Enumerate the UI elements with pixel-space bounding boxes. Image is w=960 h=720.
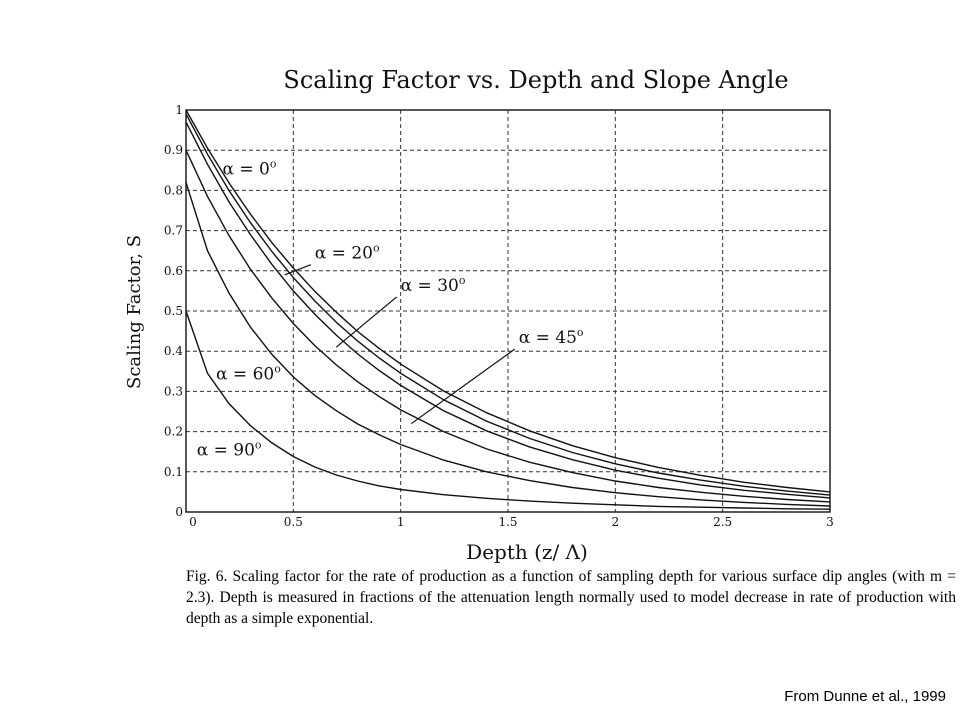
series-label: α = 30o (335, 274, 466, 348)
grid (186, 110, 830, 512)
x-tick-labels: 0 0.5 1 1.5 2 2.5 3 (189, 515, 834, 529)
y-tick-label: 0.8 (164, 183, 183, 197)
x-axis-label: Depth (z/ Λ) (466, 540, 588, 564)
figure-caption: Fig. 6. Scaling factor for the rate of p… (186, 568, 956, 627)
y-tick-label: 0.5 (164, 304, 183, 318)
series-label: α = 0o (222, 157, 276, 179)
x-tick-label: 1 (397, 515, 405, 529)
series-line (185, 113, 831, 496)
series-label-text: α = 45o (519, 326, 584, 348)
label-leader-line (335, 296, 398, 348)
x-tick-label: 2.5 (713, 515, 732, 529)
series-label: α = 45o (411, 326, 584, 425)
series-line (185, 149, 831, 503)
series-label-text: α = 20o (315, 242, 380, 264)
series-labels: α = 0o α = 20o α = 30o α = 45o α = 60o α = 90… (197, 157, 584, 460)
series-label-text: α = 30o (401, 274, 466, 296)
y-tick-labels: 0 0.1 0.2 0.3 0.4 0.5 0.6 0.7 0.8 0.9 1 (164, 103, 183, 519)
y-tick-label: 0.3 (164, 384, 183, 398)
series-label-text: α = 90o (197, 439, 262, 461)
series-line (185, 109, 831, 493)
source-credit: From Dunne et al., 1999 (784, 688, 946, 705)
series-line (185, 182, 831, 507)
y-tick-label: 0.4 (164, 344, 183, 358)
chart-title: Scaling Factor vs. Depth and Slope Angle (283, 66, 788, 94)
y-tick-label: 0.7 (164, 224, 183, 238)
series-label-text: α = 0o (222, 157, 276, 179)
series-label: α = 90o (197, 439, 262, 461)
y-tick-label: 0.6 (164, 264, 183, 278)
series-line (185, 121, 831, 499)
y-tick-label: 0.2 (164, 425, 183, 439)
label-leader-line (284, 264, 312, 276)
x-tick-label: 0 (189, 515, 197, 529)
label-leader-line (411, 348, 516, 425)
series-label: α = 20o (284, 242, 380, 276)
x-tick-label: 1.5 (498, 515, 517, 529)
y-axis-label: Scaling Factor, S (124, 235, 145, 389)
y-tick-label: 0.9 (164, 143, 183, 157)
y-tick-label: 0 (175, 505, 183, 519)
y-tick-label: 0.1 (164, 465, 183, 479)
x-tick-label: 3 (826, 515, 834, 529)
y-tick-label: 1 (175, 103, 183, 117)
x-tick-label: 0.5 (284, 515, 303, 529)
series-line (185, 310, 831, 510)
series-label: α = 60o (216, 362, 281, 384)
series-lines (185, 109, 831, 510)
series-label-text: α = 60o (216, 362, 281, 384)
x-tick-label: 2 (612, 515, 620, 529)
